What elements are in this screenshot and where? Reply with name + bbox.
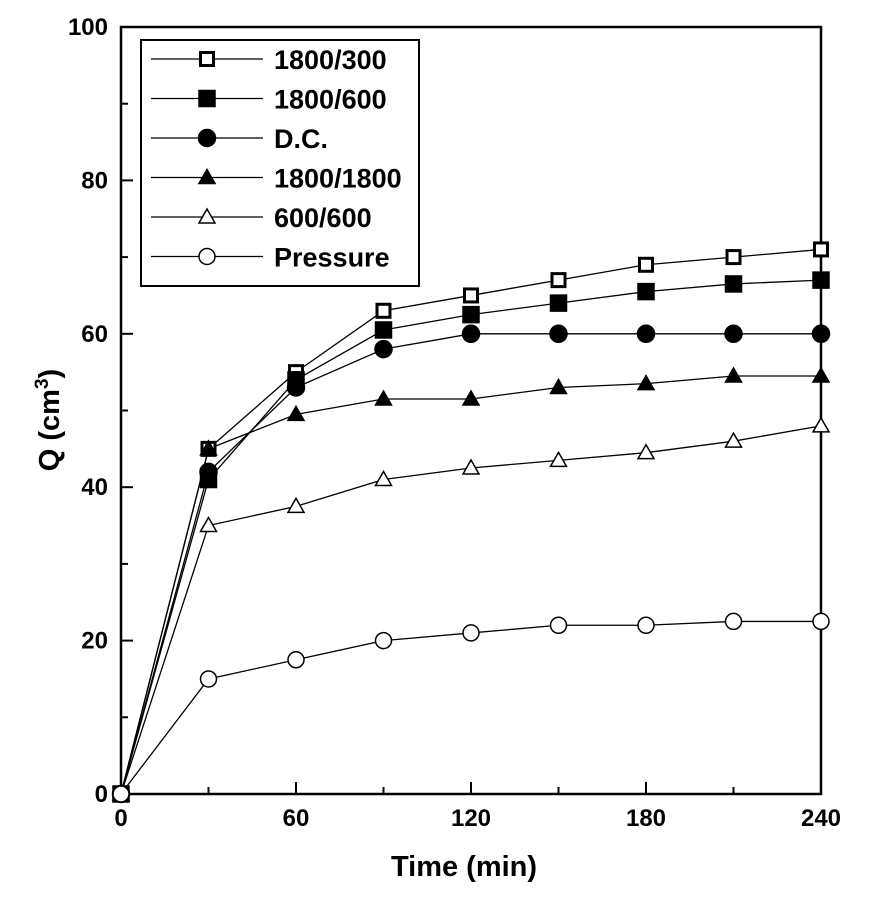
point-d-c	[549, 324, 568, 344]
point-d-c	[636, 324, 656, 344]
point-d-c	[724, 324, 743, 344]
point-600-600	[286, 496, 306, 514]
point-1800-300	[638, 256, 654, 273]
series-markers	[111, 241, 831, 804]
legend-label-1800-1800: 1800/1800	[274, 164, 402, 194]
point-1800-1800	[549, 377, 568, 395]
point-600-600	[374, 470, 393, 487]
legend-label-1800-600: 1800/600	[274, 85, 387, 115]
y-tick-label: 20	[81, 628, 108, 655]
point-1800-300	[813, 241, 829, 258]
point-1800-1800	[199, 439, 218, 456]
y-axis-title-superscript: 3	[32, 378, 53, 389]
legend-marker-pressure	[198, 247, 216, 266]
point-600-600	[549, 450, 568, 468]
point-1800-300	[550, 272, 567, 289]
point-d-c	[461, 324, 481, 344]
point-600-600	[811, 416, 831, 433]
y-tick-label: 0	[95, 781, 108, 808]
point-1800-300	[463, 287, 479, 304]
point-pressure	[199, 670, 218, 688]
y-tick-label: 60	[81, 321, 108, 348]
point-d-c	[811, 324, 831, 344]
point-1800-600	[374, 321, 393, 339]
point-1800-1800	[636, 374, 656, 391]
y-tick-label: 80	[81, 167, 108, 194]
legend-label-1800-300: 1800/300	[274, 45, 387, 75]
legend-box	[140, 39, 420, 287]
point-d-c	[199, 462, 218, 482]
point-pressure	[374, 631, 393, 650]
point-pressure	[724, 612, 743, 631]
point-1800-300	[375, 302, 392, 319]
x-tick-label: 240	[801, 805, 841, 832]
legend-marker-d-c	[197, 128, 217, 148]
x-tick-label: 180	[626, 805, 666, 832]
series-line-600-600	[120, 425, 822, 795]
axis-ticks	[120, 26, 822, 795]
legend-marker-600-600	[197, 207, 217, 224]
series-line-1800-600	[120, 279, 822, 795]
point-1800-600	[549, 294, 568, 312]
legend-label-d-c: D.C.	[274, 124, 328, 154]
point-pressure	[812, 612, 830, 631]
point-pressure	[287, 651, 305, 669]
series-line-1800-1800	[120, 375, 821, 795]
point-d-c	[374, 339, 393, 359]
point-1800-600	[637, 282, 655, 301]
point-600-600	[199, 516, 218, 533]
legend-marker-1800-1800	[197, 167, 217, 185]
y-tick-labels: 0 20 40 60 80 100	[68, 14, 108, 808]
x-tick-label: 120	[451, 805, 491, 832]
point-1800-600	[462, 305, 480, 324]
point-d-c	[286, 378, 306, 397]
point-pressure	[549, 616, 568, 635]
point-pressure	[462, 624, 480, 642]
point-1800-1800	[286, 404, 306, 422]
point-600-600	[724, 431, 743, 448]
point-pressure	[637, 616, 655, 635]
point-600-600	[636, 443, 656, 460]
y-tick-label: 100	[68, 14, 108, 41]
y-axis-title-close: )	[34, 369, 66, 379]
y-tick-label: 40	[81, 474, 108, 501]
x-tick-label: 60	[283, 805, 310, 832]
point-1800-300	[725, 249, 742, 266]
point-1800-1800	[461, 389, 481, 406]
point-1800-600	[724, 275, 743, 293]
point-1800-1800	[374, 389, 393, 406]
point-pressure	[112, 785, 130, 803]
legend: 1800/300 1800/600 D.C. 1800/1800 600/600 Pres…	[140, 39, 420, 287]
y-axis-title-main: Q (cm	[34, 389, 66, 471]
x-tick-label: 0	[114, 805, 127, 832]
legend-label-600-600: 600/600	[274, 203, 372, 233]
point-1800-1800	[811, 366, 831, 383]
point-1800-1800	[724, 366, 743, 383]
y-axis-title: Q (cm3)	[32, 369, 66, 471]
legend-marker-1800-600	[198, 89, 216, 108]
point-600-600	[461, 458, 481, 475]
series-line-pressure	[120, 620, 821, 795]
x-tick-labels: 0 60 120 180 240	[114, 805, 841, 832]
x-axis-title: Time (min)	[391, 851, 537, 883]
legend-label-pressure: Pressure	[274, 243, 390, 273]
legend-marker-1800-300	[199, 51, 215, 67]
point-1800-600	[812, 271, 830, 289]
